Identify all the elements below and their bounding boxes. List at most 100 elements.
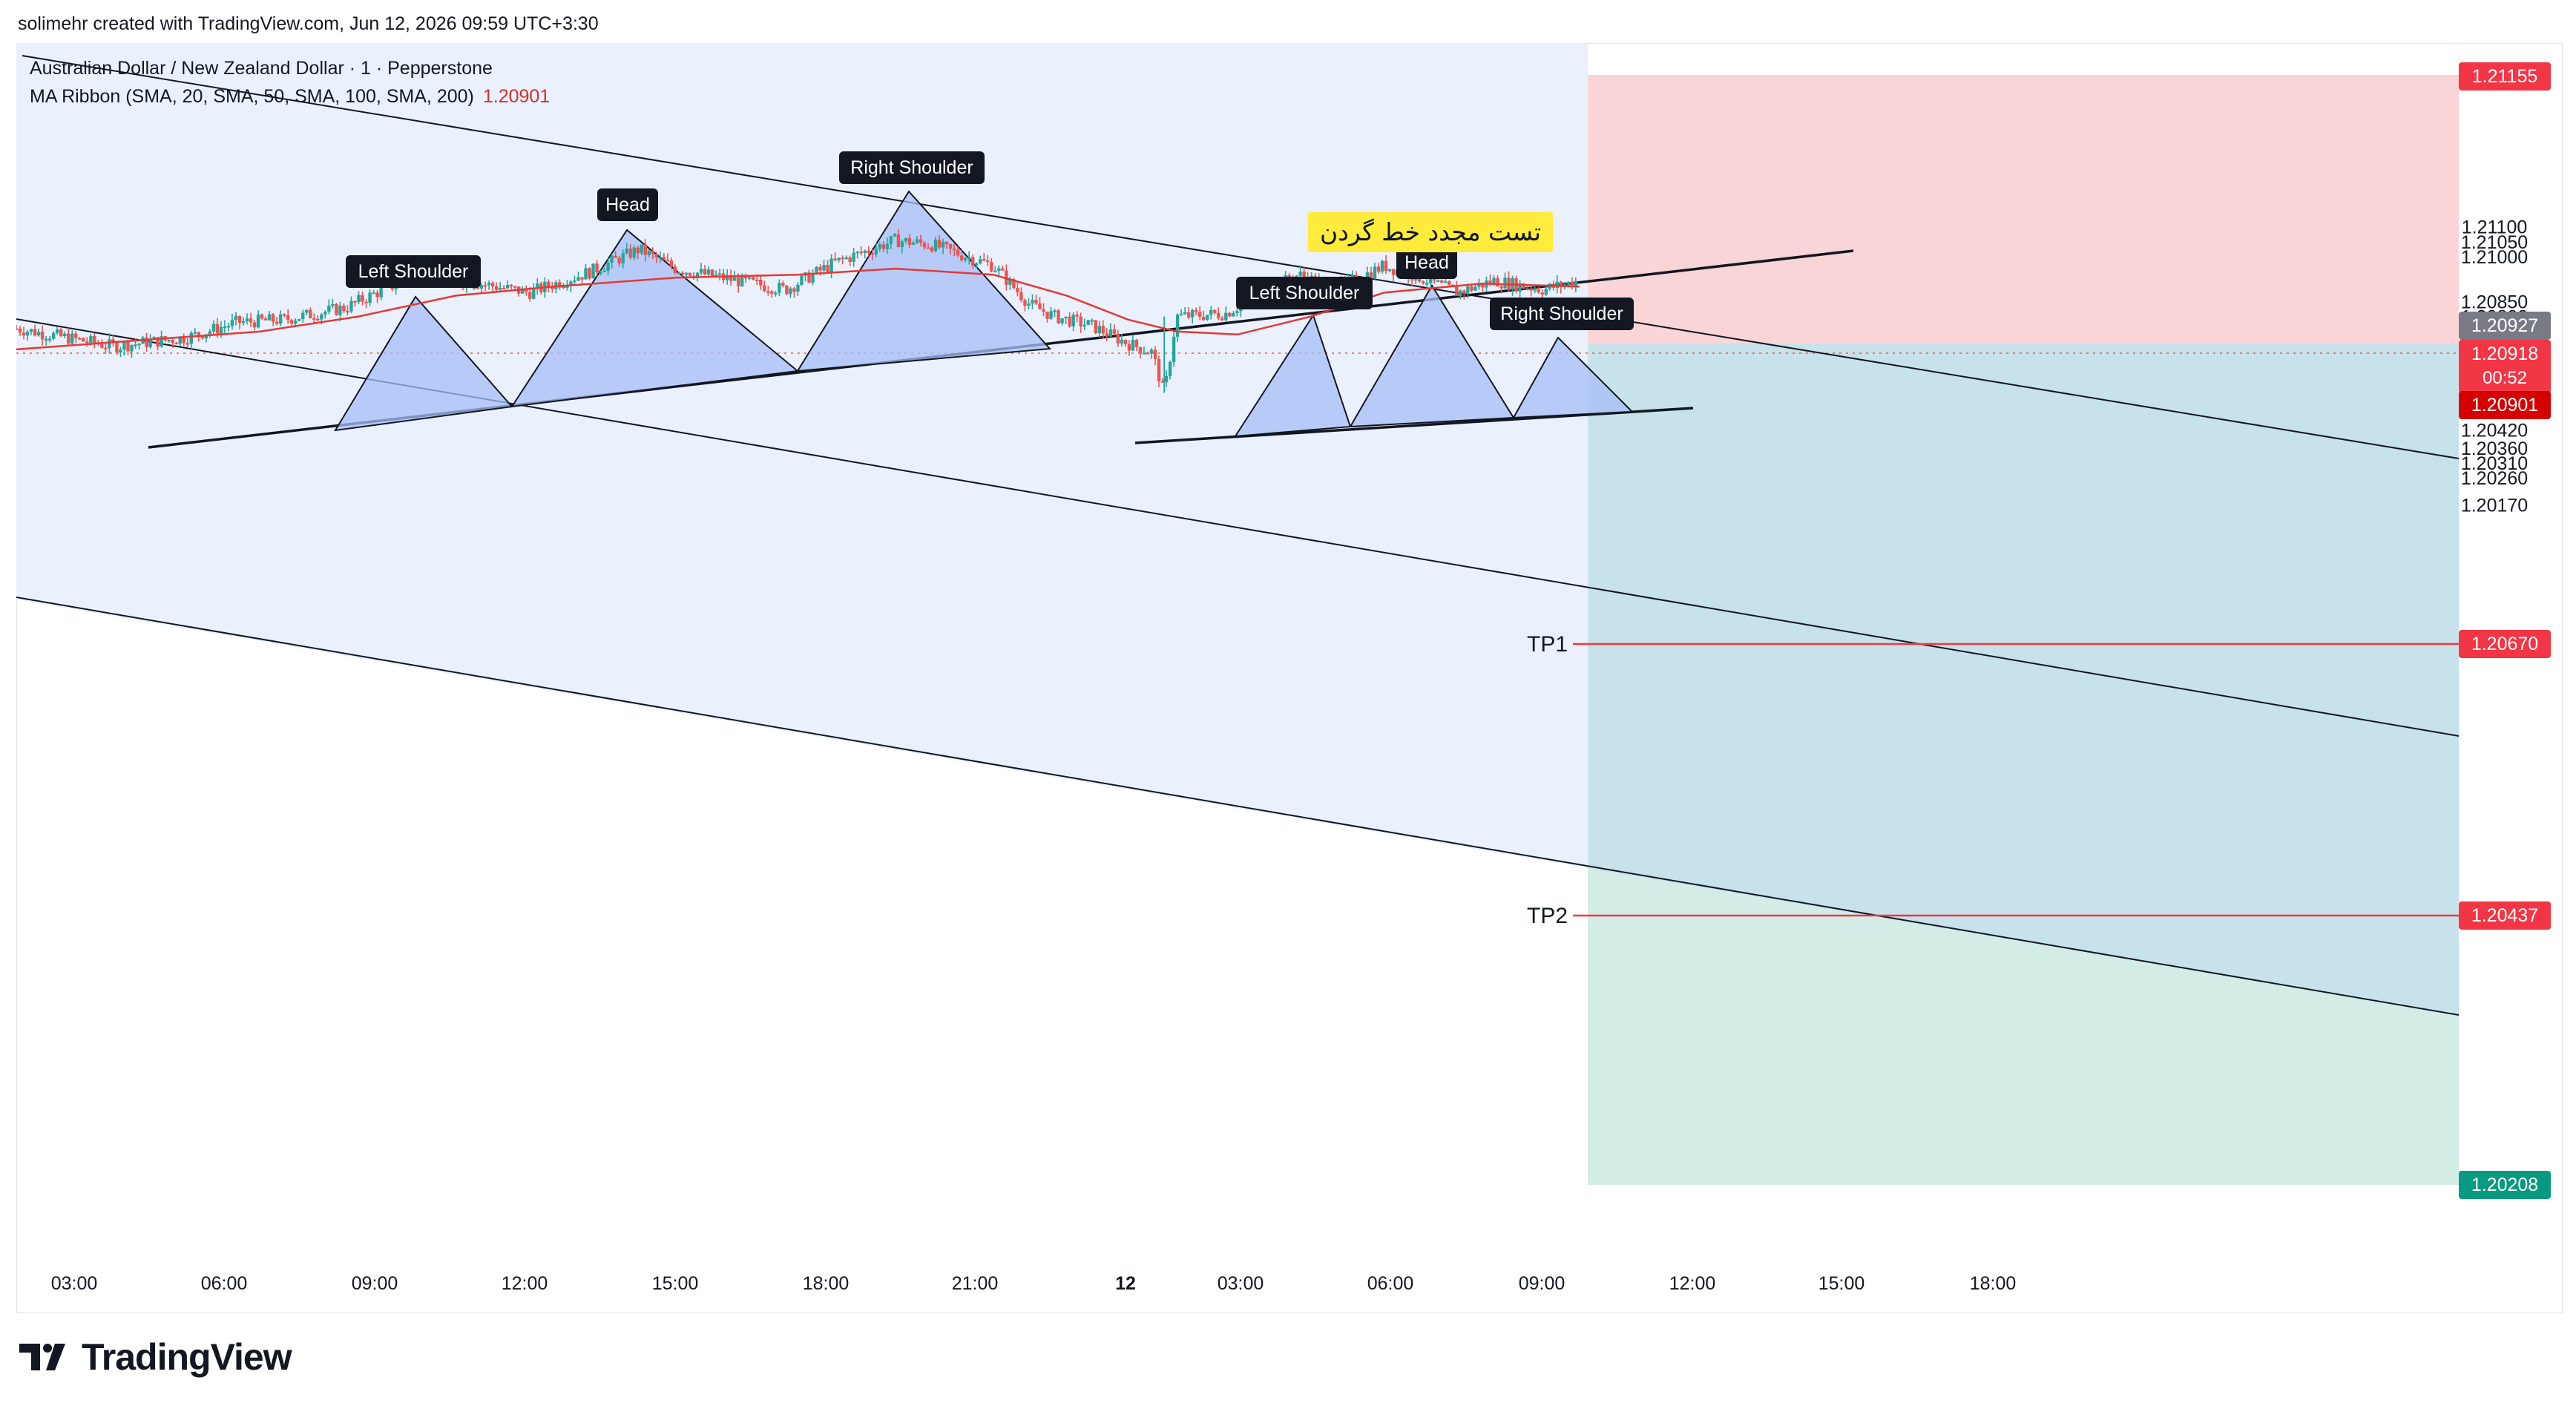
candle-body: [703, 269, 707, 275]
left-shoulder-shape[interactable]: [334, 295, 513, 432]
candle-body: [286, 315, 290, 321]
candle-body: [305, 309, 309, 313]
candle-body: [59, 329, 63, 336]
candle-body: [241, 321, 246, 323]
badge-ma-value[interactable]: 1.20901: [2459, 391, 2551, 419]
candle-body: [1160, 381, 1165, 383]
candle-body: [907, 237, 912, 245]
badge-tp1[interactable]: 1.20670: [2459, 630, 2551, 658]
badge-stop[interactable]: 1.21155: [2459, 62, 2551, 91]
channel-line-top[interactable]: [22, 55, 2459, 459]
candle-body: [900, 241, 904, 248]
candle-body: [755, 279, 759, 281]
candle-body: [1172, 336, 1176, 362]
x-tick-label: 12:00: [502, 1273, 548, 1294]
candle-body: [331, 303, 335, 306]
candle-body: [710, 269, 714, 277]
tp2-label[interactable]: TP2: [1527, 904, 1568, 928]
candle-body: [748, 277, 752, 279]
candle-body: [40, 332, 45, 340]
candle-body: [1068, 316, 1071, 326]
candle-body: [933, 240, 938, 252]
candle-body: [245, 318, 249, 322]
candle-body: [1179, 314, 1183, 316]
candle-body: [1540, 292, 1544, 295]
svg-text:00:52: 00:52: [2483, 368, 2527, 388]
time-axis[interactable]: 03:00 06:00 09:00 12:00 15:00 18:00 21:00 12 03:…: [51, 1273, 2017, 1294]
stop-zone[interactable]: [1588, 75, 2459, 344]
candle-body: [82, 338, 85, 342]
candle-body: [647, 251, 651, 255]
candle-body: [156, 337, 160, 347]
candle-body: [1086, 320, 1090, 325]
candle-body: [911, 242, 916, 245]
candle-body: [1206, 315, 1209, 321]
y-tick-label: 1.20420: [2461, 421, 2528, 441]
candle-body: [855, 252, 859, 254]
svg-text:1.20927: 1.20927: [2471, 315, 2538, 336]
candle-body: [1134, 340, 1139, 347]
label-right-shoulder[interactable]: Right Shoulder: [839, 151, 985, 184]
candle-body: [513, 286, 517, 288]
candle-body: [975, 263, 979, 266]
candle-body: [896, 234, 901, 248]
candle-body: [1387, 269, 1392, 272]
badge-current-price[interactable]: 1.20918 00:52: [2459, 340, 2551, 393]
candle-body: [100, 344, 104, 348]
tradingview-logo[interactable]: TradingView: [19, 1336, 292, 1379]
badge-tp2[interactable]: 1.20437: [2459, 901, 2551, 930]
candle-body: [1391, 269, 1396, 275]
candle-body: [1164, 375, 1169, 383]
candle-body: [881, 244, 886, 249]
tp1-label[interactable]: TP1: [1527, 632, 1568, 657]
candle-body: [982, 259, 986, 261]
candle-body: [505, 284, 510, 289]
x-tick-label: 03:00: [1218, 1273, 1264, 1294]
retest-note[interactable]: تست مجدد خط گردن: [1308, 212, 1553, 252]
right-shoulder-shape-2[interactable]: [1512, 336, 1634, 419]
candle-body: [867, 250, 870, 253]
candle-body: [1082, 324, 1086, 326]
candle-body: [1071, 315, 1075, 326]
channel-line-bottom[interactable]: [16, 597, 2459, 1016]
candle-body: [301, 312, 305, 319]
candle-body: [1153, 349, 1157, 359]
candle-body: [889, 236, 893, 244]
candle-body: [160, 336, 163, 347]
candle-body: [654, 253, 659, 258]
candle-body: [111, 339, 115, 344]
candle-body: [1094, 320, 1097, 333]
candle-body: [729, 275, 733, 281]
x-tick-label: 18:00: [1970, 1273, 2017, 1294]
symbol-legend[interactable]: Australian Dollar / New Zealand Dollar ·…: [30, 58, 493, 79]
head-shape[interactable]: [510, 229, 800, 408]
label-right-shoulder-2[interactable]: Right Shoulder: [1490, 298, 1634, 330]
candle-body: [275, 321, 279, 324]
candle-body: [1042, 309, 1045, 312]
indicator-legend[interactable]: MA Ribbon (SMA, 20, SMA, 50, SMA, 100, S…: [30, 86, 550, 108]
candle-body: [1105, 333, 1108, 337]
candle-body: [1522, 283, 1525, 289]
candle-body: [1131, 340, 1135, 351]
label-head[interactable]: Head: [597, 188, 658, 221]
head-shape-2[interactable]: [1349, 284, 1515, 428]
candle-body: [368, 292, 372, 303]
badge-target[interactable]: 1.20208: [2459, 1171, 2551, 1199]
candle-body: [490, 283, 495, 286]
left-shoulder-shape-2[interactable]: [1234, 313, 1352, 438]
right-shoulder-shape[interactable]: [796, 190, 1052, 372]
candle-body: [200, 335, 205, 339]
candle-body: [766, 291, 770, 293]
label-left-shoulder-2[interactable]: Left Shoulder: [1236, 277, 1373, 309]
candle-body: [740, 275, 744, 286]
svg-text:1.20918: 1.20918: [2471, 344, 2538, 364]
label-head-2[interactable]: Head: [1396, 246, 1457, 279]
label-left-shoulder[interactable]: Left Shoulder: [346, 255, 481, 288]
candle-body: [1369, 272, 1373, 279]
candle-body: [1202, 317, 1206, 321]
candle-body: [271, 314, 275, 322]
candle-body: [1570, 281, 1574, 287]
candle-body: [1186, 312, 1191, 318]
badge-entry-top[interactable]: 1.20927: [2459, 312, 2551, 340]
